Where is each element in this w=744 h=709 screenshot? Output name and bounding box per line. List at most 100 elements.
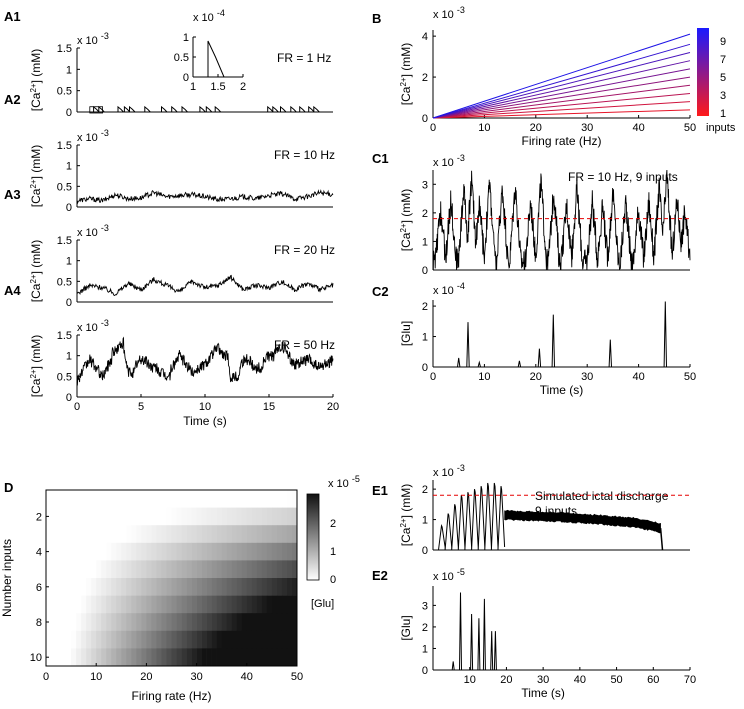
- D-heatmap-cell: [256, 490, 263, 508]
- D-heatmap-cell: [191, 613, 197, 632]
- E2-ytick-label: 3: [422, 600, 428, 612]
- A1-inset-xtick-label: 2: [240, 81, 246, 93]
- D-heatmap-cell: [216, 560, 222, 579]
- A4-xtick-label: 15: [263, 401, 275, 413]
- C1-exponent: x 10 -3: [433, 153, 465, 169]
- D-heatmap-cell: [221, 490, 228, 508]
- D-heatmap-cell: [286, 525, 293, 544]
- D-heatmap-cell: [211, 578, 217, 596]
- B-series-group: [432, 33, 691, 119]
- D-heatmap-cell: [231, 630, 238, 649]
- D-heatmap-cell: [121, 648, 127, 667]
- D-heatmap-cell: [116, 630, 122, 649]
- D-heatmap-cell: [71, 507, 77, 526]
- A1-ca-event: [181, 105, 188, 113]
- A3-ytick-label: 1.5: [57, 235, 72, 247]
- D-heatmap-cell: [196, 525, 202, 544]
- D-heatmap-cell: [146, 560, 152, 579]
- D-heatmap-cell: [166, 560, 172, 579]
- D-heatmap-cell: [261, 507, 268, 526]
- D-heatmap-cell: [86, 560, 92, 579]
- D-heatmap-cell: [266, 578, 273, 596]
- D-heatmap-cell: [166, 578, 172, 596]
- D-heatmap-cell: [116, 560, 122, 579]
- D-heatmap-cell: [181, 542, 187, 561]
- D-heatmap-cell: [266, 525, 273, 544]
- D-heatmap-cell: [211, 630, 217, 649]
- A1-ca-event: [267, 105, 274, 113]
- D-heatmap-cell: [61, 490, 67, 508]
- D-heatmap-cell: [186, 525, 192, 544]
- A1-ca-event: [313, 105, 320, 113]
- D-heatmap-cell: [101, 578, 107, 596]
- D-heatmap-cell: [181, 595, 187, 614]
- D-heatmap-cell: [256, 507, 263, 526]
- E2-xtick-label: 10: [464, 674, 476, 686]
- D-xtick-label: 40: [241, 671, 253, 683]
- D-heatmap-cell: [241, 578, 248, 596]
- D-colorbar-label: [Glu]: [311, 598, 334, 610]
- D-heatmap-cell: [221, 648, 228, 667]
- D-heatmap-cell: [151, 630, 157, 649]
- D-heatmap-cell: [281, 613, 288, 632]
- D-heatmap-cell: [216, 595, 222, 614]
- A4-xlabel: Time (s): [183, 414, 227, 428]
- D-heatmap-cell: [191, 525, 197, 544]
- B-colorbar: [697, 28, 709, 116]
- D-heatmap-cell: [226, 648, 233, 667]
- D-heatmap-cell: [291, 507, 298, 526]
- D-heatmap-cell: [101, 648, 107, 667]
- D-heatmap-cell: [211, 542, 217, 561]
- D-ytick-label: 2: [36, 511, 42, 523]
- B-ytick-label: 0: [422, 113, 428, 125]
- D-heatmap-cell: [276, 578, 283, 596]
- D-heatmap-cell: [251, 613, 258, 632]
- D-heatmap-cell: [261, 648, 268, 667]
- D-heatmap-cell: [266, 507, 273, 526]
- D-heatmap-cell: [76, 490, 82, 508]
- D-heatmap-cell: [91, 578, 97, 596]
- D-heatmap-cell: [276, 595, 283, 614]
- D-heatmap-cell: [146, 595, 152, 614]
- D-heatmap-cell: [206, 578, 212, 596]
- D-heatmap-cell: [91, 507, 97, 526]
- D-heatmap-cell: [46, 595, 52, 614]
- D-heatmap-cell: [101, 595, 107, 614]
- D-heatmap-cell: [86, 595, 92, 614]
- B-series-line: [432, 60, 691, 119]
- D-heatmap-cell: [186, 630, 192, 649]
- B-series-line: [432, 84, 691, 119]
- D-heatmap-cell: [86, 578, 92, 596]
- D-heatmap-cell: [276, 542, 283, 561]
- D-heatmap-cell: [231, 525, 238, 544]
- D-colorbar-tick: 1: [330, 546, 336, 558]
- D-heatmap-cell: [141, 507, 147, 526]
- D-heatmap-cell: [116, 578, 122, 596]
- C2-glu-spike: [477, 360, 481, 368]
- E2-ytick-label: 2: [422, 622, 428, 634]
- C2-glu-spike: [663, 301, 667, 368]
- D-heatmap-cell: [251, 542, 258, 561]
- D-heatmap-cell: [171, 560, 177, 579]
- D-heatmap-cell: [141, 490, 147, 508]
- D-heatmap-cell: [251, 595, 258, 614]
- D-heatmap-cell: [211, 648, 217, 667]
- D-heatmap-cell: [196, 507, 202, 526]
- D-heatmap-cell: [191, 542, 197, 561]
- A1-ca-event: [205, 105, 213, 113]
- D-heatmap-cell: [291, 630, 298, 649]
- D-heatmap-cell: [291, 542, 298, 561]
- B-xtick-label: 50: [684, 122, 696, 134]
- D-heatmap-cell: [81, 507, 87, 526]
- A1-ca-event: [214, 105, 222, 113]
- D-heatmap-cell: [236, 507, 243, 526]
- A2-ytick-label: 1.5: [57, 140, 72, 152]
- D-xtick-label: 50: [291, 671, 303, 683]
- D-heatmap-cell: [201, 648, 207, 667]
- D-heatmap-cell: [231, 490, 238, 508]
- D-heatmap-cell: [86, 648, 92, 667]
- D-heatmap-cell: [116, 542, 122, 561]
- D-heatmap-cell: [171, 490, 177, 508]
- A1-zoom-box: [89, 106, 104, 114]
- D-heatmap-cell: [96, 560, 102, 579]
